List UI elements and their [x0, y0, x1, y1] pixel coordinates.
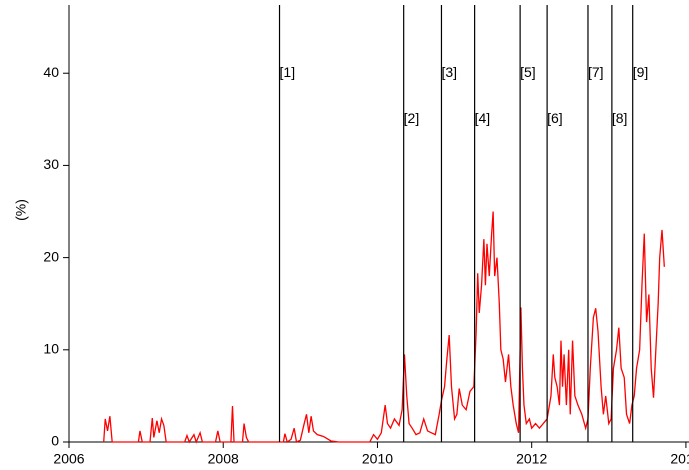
- y-tick-label: 40: [43, 64, 59, 80]
- annotation-label: [7]: [588, 64, 604, 80]
- y-tick-label: 20: [43, 248, 59, 264]
- annotation-label: [5]: [520, 64, 536, 80]
- x-tick-label: 2008: [208, 451, 239, 467]
- x-tick-label: 2010: [362, 451, 393, 467]
- y-tick-label: 0: [51, 433, 59, 449]
- y-tick-label: 10: [43, 341, 59, 357]
- y-tick-label: 30: [43, 156, 59, 172]
- annotation-label: [1]: [280, 64, 296, 80]
- x-tick-label: 2012: [516, 451, 547, 467]
- data-line: [103, 211, 665, 444]
- y-axis-label: (%): [13, 199, 29, 221]
- annotation-label: [6]: [547, 110, 563, 126]
- x-tick-label: 2014: [670, 451, 689, 467]
- annotation-label: [8]: [612, 110, 628, 126]
- annotation-label: [4]: [475, 110, 491, 126]
- annotation-label: [3]: [441, 64, 457, 80]
- annotation-label: [2]: [404, 110, 420, 126]
- annotation-label: [9]: [633, 64, 649, 80]
- x-tick-label: 2006: [53, 451, 84, 467]
